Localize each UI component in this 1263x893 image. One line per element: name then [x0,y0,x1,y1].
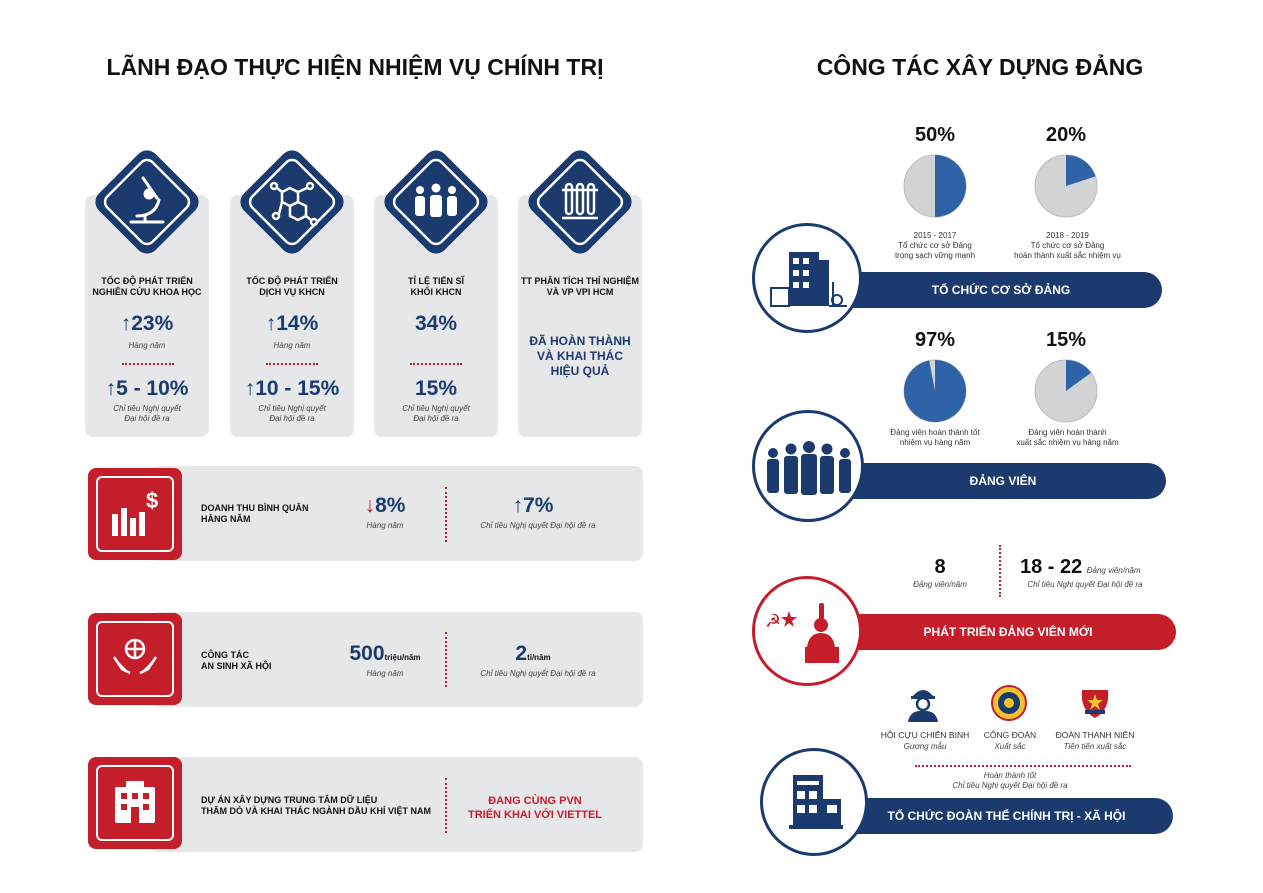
people-icon [384,150,488,254]
card-caption-current: Hàng năm [128,341,166,350]
section-bar-party-org: TỔ CHỨC CƠ SỞ ĐẢNG [810,272,1162,308]
trade-union-icon [991,685,1027,721]
row-caption-current: Hàng năm [366,521,404,530]
divider-dots [999,545,1001,597]
row-value-target: 2tỉ/năm [515,642,551,665]
pie-caption: 2015 - 2017 Tổ chức cơ sở Đảng trong sạc… [894,231,976,260]
card-value-current: 34% [414,312,458,335]
card-caption-target: Chỉ tiêu Nghị quyết Đại hội đề ra [258,404,326,423]
icon-circle [760,748,868,856]
party-members-icon [767,441,851,495]
divider-dots [915,765,1131,767]
revenue-chart-icon: $ [112,488,158,536]
pie-slice [904,360,967,422]
org-name: ĐOÀN THANH NIÊN [1055,730,1135,740]
molecule-icon [240,150,344,254]
target-value: 18 - 22 [1020,556,1083,578]
building-icon [115,781,155,823]
row-social [150,612,643,707]
right-section-title: CÔNG TÁC XÂY DỰNG ĐẢNG [816,54,1144,80]
icon-circle [752,223,862,333]
card-value-target: ↑10 - 15% [244,377,340,400]
svg-text:$: $ [146,488,158,513]
office-building-icon [770,252,847,307]
microscope-icon [95,150,199,254]
pie-percent: 15% [1045,329,1087,351]
row-status: ĐANG CÙNG PVN TRIỂN KHAI VỚI VIETTEL [467,795,603,821]
left-section-title: LÃNH ĐẠO THỰC HIỆN NHIỆM VỤ CHÍNH TRỊ [106,54,604,80]
pie-percent: 20% [1045,124,1087,146]
divider-dots [445,632,447,687]
new-members-caption: Đảng viên/năm [913,580,967,589]
raised-fist-icon: ☭ [765,603,839,663]
section-bar-mass-orgs: TỔ CHỨC ĐOÀN THỂ CHÍNH TRỊ - XÃ HỘI [810,798,1173,834]
pie-slice [1066,360,1092,391]
card-caption-current: Hàng năm [273,341,311,350]
pie-chart [1034,154,1098,218]
org-caption: Tiên tiến xuất sắc [1063,742,1127,751]
divider-dots [410,363,462,365]
card-label: TT PHÂN TÍCH THÍ NGHIỆM VÀ VP VPI HCM [521,276,639,297]
row-data-center [150,757,643,852]
row-value-current: 500triệu/năm [349,642,421,665]
card-label: TỐC ĐỘ PHÁT TRIỂN NGHIÊN CỨU KHOA HỌC [92,276,202,297]
pie-caption: Đảng viên hoàn thành xuất sắc nhiệm vụ h… [1016,428,1119,447]
row-icon-box [88,613,182,705]
pie-caption: 2018 - 2019 Tổ chức cơ sở Đảng hoàn thàn… [1014,231,1121,260]
row-label: CÔNG TÁC AN SINH XÃ HỘI [201,650,272,671]
hands-globe-icon [112,638,158,675]
row-value-current: ↓8% [364,494,406,517]
org-name: HỘI CỰU CHIẾN BINH [880,730,970,740]
new-members-target-caption: Chỉ tiêu Nghị quyết Đại hội đề ra [1027,580,1143,589]
pie-chart [903,154,967,218]
pie-chart [1034,359,1098,423]
pie-caption: Đảng viên hoàn thành tốt nhiệm vụ hàng n… [890,428,980,447]
row-value-target: ↑7% [512,494,554,517]
pie-slice [1066,155,1096,186]
row-label: DỰ ÁN XÂY DỰNG TRUNG TÂM DỮ LIỆU THĂM DÒ… [201,795,431,816]
card-value-current: ↑14% [265,312,319,335]
card-caption-target: Chỉ tiêu Nghị quyết Đại hội đề ra [402,404,470,423]
card-value-current: ↑23% [120,312,174,335]
divider-dots [445,487,447,542]
org-caption: Xuất sắc [994,742,1026,751]
mass-orgs-footer: Hoàn thành tốt Chỉ tiêu Nghị quyết Đại h… [952,771,1068,790]
row-revenue [150,466,643,561]
veteran-icon [908,690,938,722]
svg-text:☭: ☭ [765,611,781,632]
row-caption-target: Chỉ tiêu Nghị quyết Đại hội đề ra [480,669,596,678]
new-members-target: 18 - 22 Đảng viên/năm [1020,556,1170,579]
section-bar-members: ĐẢNG VIÊN [810,463,1166,499]
youth-union-icon [1081,690,1109,718]
card-label: TỐC ĐỘ PHÁT TRIỂN DỊCH VỤ KHCN [246,276,338,297]
row-caption-current: Hàng năm [366,669,404,678]
card-caption-target: Chỉ tiêu Nghị quyết Đại hội đề ra [113,404,181,423]
divider-dots [445,778,447,833]
test-tubes-icon [528,150,632,254]
organization-building-icon [789,775,843,829]
card-value-target: ↑5 - 10% [105,377,189,400]
pie-percent: 97% [914,329,956,351]
target-unit: Đảng viên/năm [1086,566,1141,575]
pie-slice [935,155,966,217]
icon-circle [752,410,864,522]
card-label: TỈ LỆ TIẾN SĨ KHỐI KHCN [407,276,464,297]
row-caption-target: Chỉ tiêu Nghị quyết Đại hội đề ra [480,521,596,530]
card-value-target: 15% [414,377,458,400]
row-label: DOANH THU BÌNH QUÂN HÀNG NĂM [201,503,309,524]
divider-dots [266,363,318,365]
icon-circle: ☭ [752,576,862,686]
row-icon-box: $ [88,468,182,560]
divider-dots [122,363,174,365]
new-members-value: 8 [934,556,946,578]
org-name: CÔNG ĐOÀN [983,730,1037,740]
row-icon-box [88,757,182,849]
org-caption: Gương mẫu [903,742,947,751]
section-bar-new-members: PHÁT TRIỂN ĐẢNG VIÊN MỚI [810,614,1176,650]
pie-chart [903,359,967,423]
card-status: ĐÃ HOÀN THÀNH VÀ KHAI THÁC HIỆU QUẢ [529,334,631,378]
pie-percent: 50% [914,124,956,146]
